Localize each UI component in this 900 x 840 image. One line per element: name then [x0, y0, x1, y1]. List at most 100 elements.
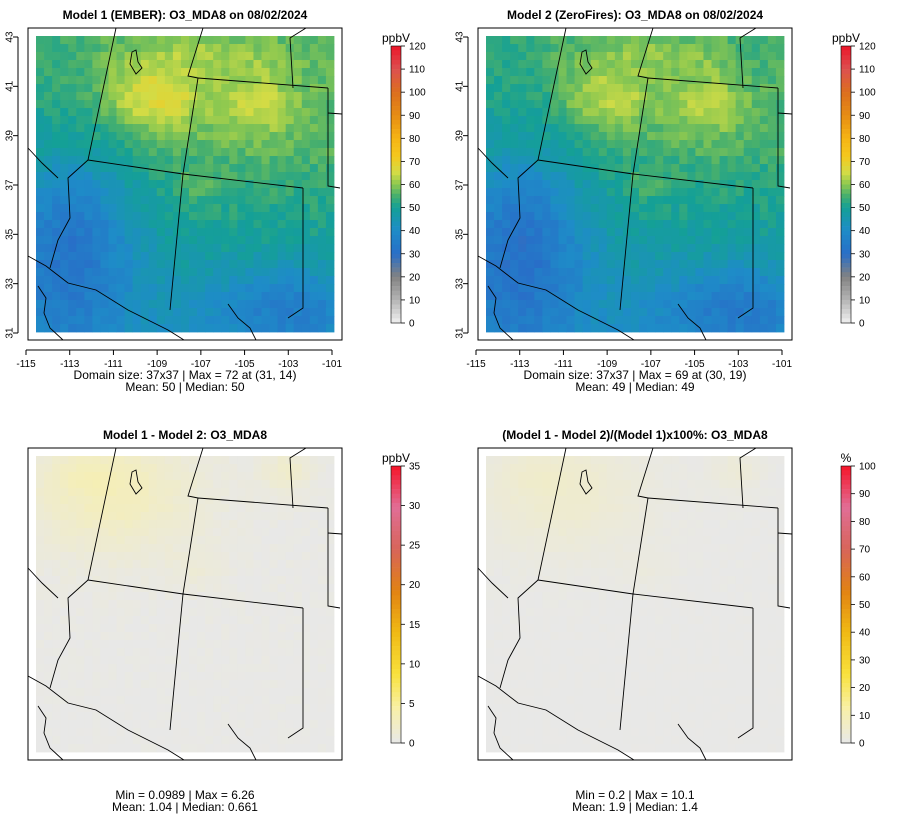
heatmap-cell [213, 608, 222, 617]
heatmap-cell [663, 212, 672, 221]
heatmap-cell [486, 324, 495, 333]
heatmap-cell [108, 180, 117, 189]
heatmap-cell [60, 584, 69, 593]
heatmap-cell [558, 140, 567, 149]
heatmap-cell [76, 664, 85, 673]
heatmap-cell [486, 552, 495, 561]
heatmap-cell [309, 736, 319, 745]
heatmap-cell [663, 36, 672, 45]
heatmap-cell [759, 456, 769, 465]
heatmap-cell [663, 132, 672, 141]
colorbar-tick-label: 90 [859, 111, 871, 122]
heatmap-cell [598, 552, 608, 561]
heatmap-cell [534, 528, 543, 537]
heatmap-cell [558, 156, 567, 165]
heatmap-cell [502, 464, 511, 473]
heatmap-cell [197, 140, 206, 149]
heatmap-cell [502, 212, 511, 221]
heatmap-cell [76, 672, 85, 681]
heatmap-cell [108, 308, 117, 317]
heatmap-cell [245, 84, 254, 93]
heatmap-cell [277, 36, 287, 45]
heatmap-cell [269, 36, 279, 45]
heatmap-cell [76, 616, 85, 625]
heatmap-cell [60, 84, 69, 93]
heatmap-cell [622, 284, 632, 293]
heatmap-cell [293, 196, 303, 205]
heatmap-cell [68, 284, 77, 293]
heatmap-cell [309, 196, 319, 205]
heatmap-cell [36, 616, 45, 625]
heatmap-cell [253, 68, 262, 77]
heatmap-cell [60, 520, 69, 529]
heatmap-cell [116, 140, 125, 149]
heatmap-cell [36, 148, 45, 157]
heatmap-cell [52, 300, 61, 309]
heatmap-cell [510, 300, 519, 309]
heatmap-cell [156, 116, 166, 125]
heatmap-cell [52, 252, 61, 261]
heatmap-cell [213, 220, 222, 229]
heatmap-cell [229, 616, 238, 625]
heatmap-cell [205, 44, 214, 53]
heatmap-cell [261, 496, 270, 505]
heatmap-cell [719, 512, 729, 521]
heatmap-cell [751, 284, 761, 293]
heatmap-cell [727, 260, 737, 269]
heatmap-cell [550, 164, 559, 173]
heatmap-cell [534, 520, 543, 529]
heatmap-cell [574, 172, 584, 181]
heatmap-cell [124, 680, 134, 689]
heatmap-cell [655, 60, 664, 69]
heatmap-cell [269, 688, 279, 697]
colorbar-segment [391, 544, 401, 550]
heatmap-cell [582, 324, 592, 333]
heatmap-cell [606, 76, 616, 85]
heatmap-cell [156, 744, 166, 753]
heatmap-cell [743, 244, 753, 253]
heatmap-cell [84, 180, 93, 189]
heatmap-cell [84, 68, 93, 77]
heatmap-cell [502, 536, 511, 545]
heatmap-cell [639, 228, 648, 237]
heatmap-cell [647, 260, 656, 269]
heatmap-cell [309, 456, 319, 465]
heatmap-cell [205, 496, 214, 505]
heatmap-cell [108, 132, 117, 141]
heatmap-cell [124, 60, 134, 69]
heatmap-cell [197, 456, 206, 465]
heatmap-cell [558, 164, 567, 173]
heatmap-cell [614, 300, 624, 309]
heatmap-cell [285, 116, 295, 125]
heatmap-cell [124, 68, 134, 77]
heatmap-cell [116, 220, 125, 229]
heatmap-cell [502, 292, 511, 301]
heatmap-cell [132, 188, 142, 197]
heatmap-cell [325, 592, 335, 601]
colorbar-segment [841, 309, 851, 315]
heatmap-cell [36, 180, 45, 189]
heatmap-cell [293, 316, 303, 325]
heatmap-cell [277, 536, 287, 545]
heatmap-cell [711, 300, 720, 309]
heatmap-cell [325, 704, 335, 713]
heatmap-cell [751, 212, 761, 221]
heatmap-cell [285, 324, 295, 333]
heatmap-cell [630, 308, 640, 317]
heatmap-cell [36, 300, 45, 309]
x-tick-label: -101 [772, 359, 792, 370]
heatmap-cell [253, 736, 262, 745]
heatmap-cell [325, 536, 335, 545]
heatmap-cell [759, 228, 769, 237]
heatmap-cell [727, 316, 737, 325]
heatmap-cell [534, 308, 543, 317]
heatmap-cell [775, 132, 785, 141]
heatmap-cell [148, 504, 158, 513]
heatmap-cell [711, 100, 720, 109]
heatmap-cell [269, 124, 279, 133]
heatmap-cell [606, 544, 616, 553]
x-tick-label: -105 [235, 359, 255, 370]
heatmap-cell [36, 260, 45, 269]
heatmap-cell [502, 236, 511, 245]
colorbar-segment [391, 235, 401, 241]
